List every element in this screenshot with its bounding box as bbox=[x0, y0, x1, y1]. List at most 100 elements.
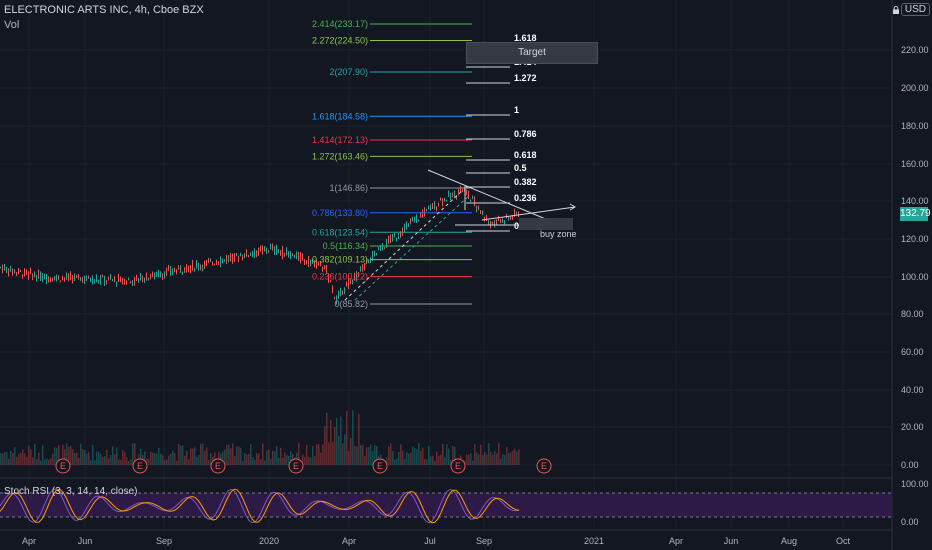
volume-label: Vol bbox=[4, 19, 20, 31]
volume-bar bbox=[480, 444, 482, 465]
volume-bar bbox=[514, 448, 516, 465]
volume-bar bbox=[390, 443, 392, 465]
volume-bar bbox=[150, 451, 152, 465]
volume-bar bbox=[244, 453, 246, 465]
volume-bar bbox=[88, 452, 90, 465]
volume-bar bbox=[322, 444, 324, 465]
volume-bar bbox=[90, 460, 92, 465]
time-tick: 2021 bbox=[584, 536, 604, 546]
volume-bar bbox=[500, 458, 502, 465]
volume-bar bbox=[350, 438, 352, 465]
volume-bar bbox=[44, 459, 46, 465]
volume-bar bbox=[362, 444, 364, 465]
volume-bar bbox=[140, 448, 142, 465]
volume-bar bbox=[40, 460, 42, 465]
volume-bar bbox=[74, 453, 76, 465]
lock-icon[interactable] bbox=[892, 6, 900, 14]
volume-bar bbox=[490, 452, 492, 465]
price-axis[interactable]: 220.00 200.00 180.00 160.00 140.00 120.00 100.… bbox=[901, 45, 929, 527]
volume-bar bbox=[304, 456, 306, 465]
volume-bar bbox=[396, 458, 398, 465]
earnings-marker-icon[interactable] bbox=[288, 458, 304, 474]
fib-target-label: 1.272 bbox=[514, 73, 537, 83]
volume-bar bbox=[252, 457, 254, 465]
earnings-marker-icon[interactable] bbox=[132, 458, 148, 474]
volume-bar bbox=[262, 443, 264, 465]
earnings-marker-icon[interactable] bbox=[210, 458, 226, 474]
volume-bar bbox=[188, 459, 190, 465]
volume-bar bbox=[302, 454, 304, 465]
price-tick: 220.00 bbox=[901, 45, 929, 55]
fib-level-label: 0.5(116.34) bbox=[323, 241, 368, 251]
time-tick: Sep bbox=[476, 536, 492, 546]
fib-target-label: 0.382 bbox=[514, 177, 537, 187]
volume-bar bbox=[414, 448, 416, 465]
trendline-upper bbox=[427, 169, 561, 226]
volume-bar bbox=[476, 451, 478, 465]
earnings-marker-label: E bbox=[377, 461, 383, 471]
volume-bar bbox=[410, 452, 412, 465]
volume-bar bbox=[48, 459, 50, 465]
volume-bar bbox=[418, 443, 420, 465]
earnings-marker-icon[interactable] bbox=[55, 458, 71, 474]
volume-bar bbox=[416, 449, 418, 465]
volume-bar bbox=[148, 459, 150, 465]
earnings-marker-icon[interactable] bbox=[450, 458, 466, 474]
volume-bar bbox=[436, 451, 438, 465]
volume-bar bbox=[42, 445, 44, 465]
volume-bar bbox=[2, 453, 4, 465]
volume-bar bbox=[394, 459, 396, 465]
volume-bar bbox=[316, 443, 318, 465]
fib-level-label: 2.414(233.17) bbox=[312, 19, 368, 29]
volume-bar bbox=[210, 453, 212, 465]
earnings-marker-icon[interactable] bbox=[372, 458, 388, 474]
volume-bar bbox=[50, 458, 52, 465]
volume-bar bbox=[54, 447, 56, 465]
volume-bar bbox=[208, 460, 210, 465]
volume-bar bbox=[508, 453, 510, 465]
volume-bar bbox=[370, 444, 372, 465]
volume-bar bbox=[450, 459, 452, 465]
volume-bar bbox=[154, 453, 156, 465]
volume-bar bbox=[442, 443, 444, 465]
volume-bar bbox=[284, 452, 286, 465]
volume-bar bbox=[332, 441, 334, 465]
volume-bar bbox=[310, 457, 312, 465]
volume-bar bbox=[308, 456, 310, 465]
volume-bar bbox=[218, 451, 220, 465]
volume-bar bbox=[484, 451, 486, 465]
time-axis[interactable]: Apr Jun Sep 2020 Apr Jul Sep 2021 Apr Jun Aug Oct bbox=[22, 536, 851, 546]
volume-bar bbox=[268, 449, 270, 465]
price-tick: 80.00 bbox=[901, 309, 924, 319]
fib-level-label: 1(146.86) bbox=[329, 183, 368, 193]
volume-bar bbox=[238, 446, 240, 465]
volume-bar bbox=[260, 459, 262, 465]
earnings-marker-icon[interactable] bbox=[536, 458, 552, 474]
volume-bar bbox=[488, 443, 490, 465]
volume-bar bbox=[502, 454, 504, 465]
volume-bar bbox=[402, 450, 404, 465]
volume-bar bbox=[358, 414, 360, 465]
currency-button[interactable]: USD bbox=[900, 3, 930, 16]
price-tick: 120.00 bbox=[901, 234, 929, 244]
volume-bar bbox=[434, 460, 436, 465]
volume-bar bbox=[52, 453, 54, 465]
fib-level-label: 0.618(123.54) bbox=[312, 227, 368, 237]
volume-bar bbox=[478, 454, 480, 465]
fib-target-label: 1.618 bbox=[514, 33, 537, 43]
volume-bar bbox=[168, 455, 170, 465]
volume-bar bbox=[446, 444, 448, 465]
volume-bar bbox=[420, 450, 422, 465]
volume-bar bbox=[334, 427, 336, 465]
volume-bar bbox=[194, 447, 196, 465]
volume-bar bbox=[236, 446, 238, 465]
volume-bar bbox=[18, 453, 20, 465]
time-tick: Jul bbox=[424, 536, 436, 546]
volume-bar bbox=[38, 452, 40, 465]
stoch-rsi-label: Stoch RSI (3, 3, 14, 14, close) bbox=[4, 486, 138, 497]
volume-bar bbox=[202, 443, 204, 465]
volume-bar bbox=[246, 454, 248, 465]
volume-bar bbox=[20, 452, 22, 465]
